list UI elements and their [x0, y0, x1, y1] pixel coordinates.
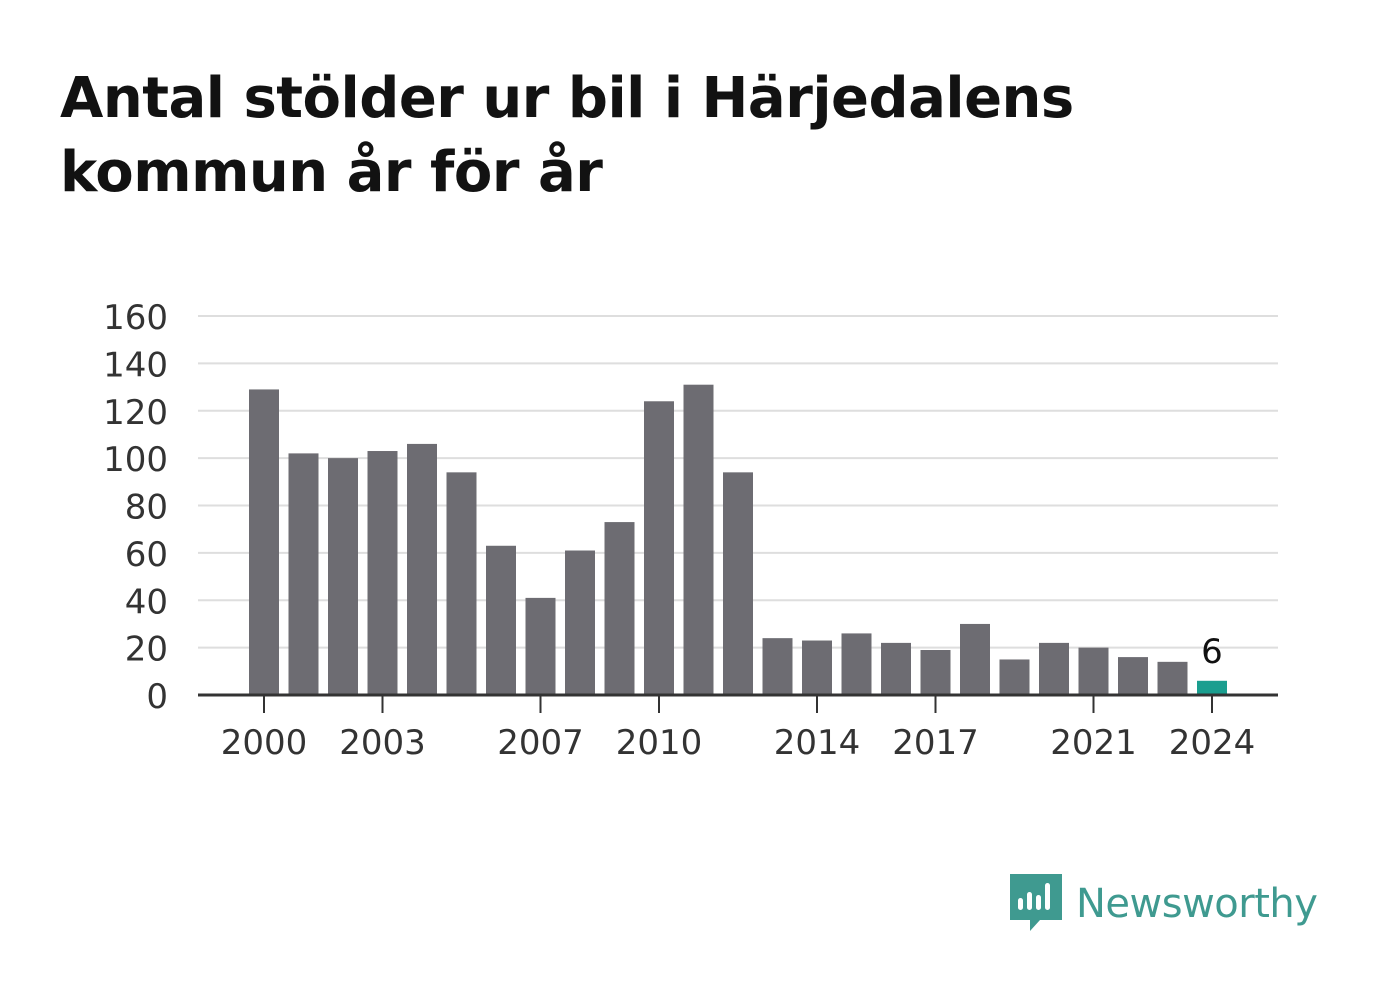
bar-2016 — [881, 642, 911, 695]
y-tick-label: 0 — [146, 677, 168, 717]
x-tick-label: 2010 — [616, 723, 703, 763]
bar-2008 — [565, 550, 595, 695]
bar-2012 — [723, 472, 753, 695]
bar-2006 — [486, 545, 516, 695]
bar-2001 — [288, 453, 319, 695]
bar-2007 — [525, 597, 556, 695]
y-tick-label: 140 — [103, 345, 168, 385]
bar-2014 — [802, 640, 832, 695]
bar-2004 — [407, 443, 437, 695]
y-tick-label: 100 — [103, 440, 168, 480]
x-tick-label: 2017 — [892, 723, 979, 763]
chart-title-line-1: Antal stölder ur bil i Härjedalens — [60, 66, 1074, 131]
brand-name: Newsworthy — [1076, 881, 1318, 927]
y-tick-label: 20 — [125, 630, 168, 670]
newsworthy-logo-icon — [1010, 874, 1062, 931]
bar-2013 — [762, 638, 793, 695]
bar-2011 — [683, 384, 714, 695]
x-tick-label: 2000 — [221, 723, 308, 763]
bar-2018 — [960, 623, 990, 695]
x-tick-label: 2024 — [1169, 723, 1256, 763]
bar-2023 — [1157, 661, 1188, 695]
chart-title-line-2: kommun år för år — [60, 140, 603, 205]
bar-2021 — [1078, 647, 1109, 695]
x-tick-label: 2021 — [1050, 723, 1137, 763]
bar-2022 — [1118, 657, 1148, 695]
bar-2009 — [604, 522, 635, 695]
bar-2002 — [328, 458, 358, 695]
x-tick-label: 2003 — [339, 723, 426, 763]
bar-2015 — [841, 633, 872, 695]
y-tick-label: 120 — [103, 393, 168, 433]
x-tick-label: 2007 — [497, 723, 584, 763]
y-tick-label: 80 — [125, 488, 168, 528]
data-label: 6 — [1201, 632, 1223, 672]
bar-2003 — [367, 451, 398, 695]
bar-2024 — [1197, 680, 1227, 695]
newsworthy-brand: Newsworthy — [1010, 872, 1318, 942]
bar-2005 — [446, 472, 477, 695]
data-labels: 6 — [1201, 632, 1223, 672]
y-tick-label: 40 — [125, 582, 168, 622]
x-axis-ticks: 2000 2003 2007 2010 2014 2017 2021 2024 — [221, 695, 1256, 763]
bar-2017 — [920, 649, 951, 695]
bar-2000 — [249, 389, 279, 695]
bar-2019 — [999, 659, 1030, 695]
y-axis-tick-labels: 0 20 40 60 80 100 120 140 160 — [103, 298, 168, 717]
x-tick-label: 2014 — [774, 723, 861, 763]
bar-2020 — [1039, 642, 1069, 695]
y-tick-label: 60 — [125, 535, 168, 575]
bar-2010 — [644, 401, 674, 695]
chart-title: Antal stölder ur bil i Härjedalens kommu… — [60, 62, 1260, 210]
bars — [249, 384, 1227, 695]
y-tick-label: 160 — [103, 298, 168, 338]
